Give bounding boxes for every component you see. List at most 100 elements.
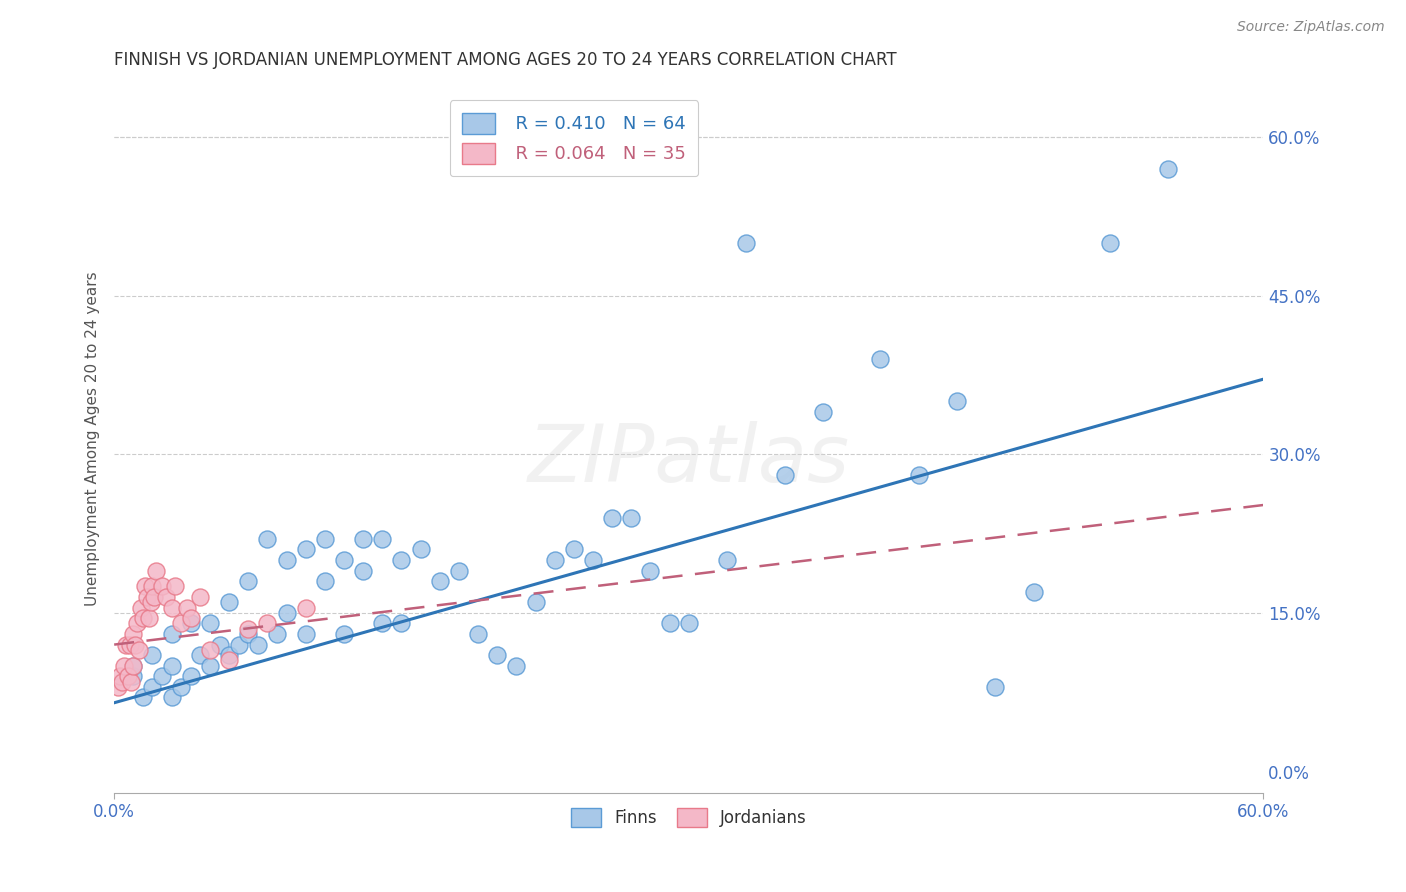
Text: FINNISH VS JORDANIAN UNEMPLOYMENT AMONG AGES 20 TO 24 YEARS CORRELATION CHART: FINNISH VS JORDANIAN UNEMPLOYMENT AMONG … [114, 51, 897, 69]
Point [165, 579, 187, 593]
Point [391, 616, 413, 631]
Point [582, 553, 605, 567]
Point [276, 553, 298, 567]
Point [107, 680, 129, 694]
Point [122, 658, 145, 673]
Y-axis label: Unemployment Among Ages 20 to 24 years: Unemployment Among Ages 20 to 24 years [86, 271, 100, 606]
Point [141, 579, 163, 593]
Point [150, 669, 173, 683]
Point [735, 235, 758, 250]
Point [333, 627, 356, 641]
Point [132, 690, 155, 705]
Point [524, 595, 547, 609]
Point [773, 468, 796, 483]
Point [294, 600, 316, 615]
Point [190, 648, 212, 663]
Point [467, 627, 489, 641]
Point [429, 574, 451, 589]
Point [505, 658, 527, 673]
Point [246, 638, 269, 652]
Point [141, 648, 163, 663]
Text: Source: ZipAtlas.com: Source: ZipAtlas.com [1237, 20, 1385, 34]
Point [120, 674, 142, 689]
Legend: Finns, Jordanians: Finns, Jordanians [564, 801, 814, 834]
Point [180, 616, 202, 631]
Point [160, 690, 183, 705]
Point [190, 590, 212, 604]
Point [180, 611, 202, 625]
Point [141, 680, 163, 694]
Point [1156, 161, 1178, 176]
Point [218, 653, 240, 667]
Point [111, 674, 134, 689]
Point [150, 579, 173, 593]
Point [160, 600, 183, 615]
Point [208, 638, 231, 652]
Point [294, 627, 316, 641]
Point [122, 627, 145, 641]
Point [716, 553, 738, 567]
Point [134, 579, 156, 593]
Point [1099, 235, 1122, 250]
Point [238, 574, 260, 589]
Point [198, 658, 221, 673]
Point [658, 616, 681, 631]
Point [276, 606, 298, 620]
Point [447, 564, 470, 578]
Point [544, 553, 567, 567]
Point [180, 669, 202, 683]
Point [946, 394, 969, 409]
Point [640, 564, 662, 578]
Point [117, 669, 139, 683]
Point [984, 680, 1007, 694]
Point [486, 648, 509, 663]
Point [170, 616, 193, 631]
Point [128, 643, 150, 657]
Point [218, 648, 240, 663]
Point [600, 510, 623, 524]
Point [409, 542, 432, 557]
Point [314, 532, 336, 546]
Point [112, 658, 135, 673]
Point [129, 600, 152, 615]
Point [145, 564, 167, 578]
Point [352, 532, 374, 546]
Point [869, 352, 891, 367]
Point [198, 643, 221, 657]
Point [143, 590, 166, 604]
Point [391, 553, 413, 567]
Point [160, 627, 183, 641]
Point [198, 616, 221, 631]
Point [256, 532, 278, 546]
Point [266, 627, 288, 641]
Point [562, 542, 585, 557]
Point [238, 627, 260, 641]
Point [138, 611, 160, 625]
Point [176, 600, 198, 615]
Text: ZIPatlas: ZIPatlas [527, 421, 849, 499]
Point [218, 595, 240, 609]
Point [907, 468, 929, 483]
Point [228, 638, 250, 652]
Point [139, 595, 162, 609]
Point [238, 622, 260, 636]
Point [678, 616, 700, 631]
Point [314, 574, 336, 589]
Point [371, 616, 394, 631]
Point [352, 564, 374, 578]
Point [132, 611, 155, 625]
Point [124, 638, 146, 652]
Point [170, 680, 193, 694]
Point [371, 532, 394, 546]
Point [256, 616, 278, 631]
Point [620, 510, 643, 524]
Point [122, 669, 145, 683]
Point [294, 542, 316, 557]
Point [333, 553, 356, 567]
Point [160, 658, 183, 673]
Point [127, 616, 149, 631]
Point [122, 658, 145, 673]
Point [155, 590, 177, 604]
Point [811, 405, 834, 419]
Point [135, 590, 157, 604]
